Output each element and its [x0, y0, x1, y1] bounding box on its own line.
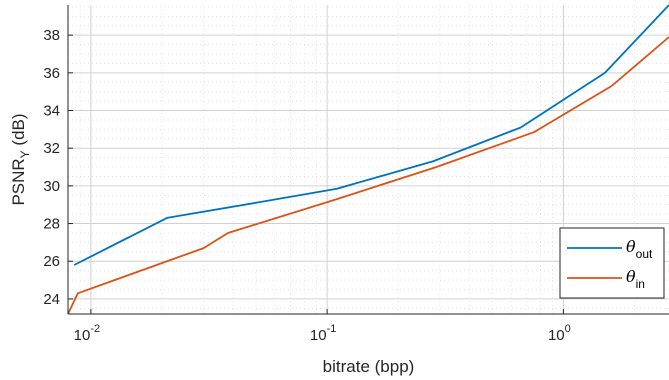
axes: [67, 5, 669, 315]
x-tick-label: 100: [548, 323, 571, 344]
y-tick-label: 30: [43, 178, 60, 195]
series-layer: [67, 4, 669, 315]
y-tick-label: 24: [43, 291, 60, 308]
x-tick-label: 10-1: [310, 323, 336, 344]
y-tick-label: 26: [43, 253, 60, 270]
y-tick-label: 38: [43, 27, 60, 44]
y-tick-label: 34: [43, 103, 60, 120]
series-line-in: [67, 36, 669, 315]
legend-label-in: θin: [626, 267, 645, 291]
tick-labels: 24 26 28 30 32 34 36 38 10-2 10-1 100: [43, 27, 570, 344]
legend-label-out: θout: [626, 237, 653, 261]
y-tick-label: 28: [43, 216, 60, 233]
y-tick-label: 36: [43, 65, 60, 82]
legend: θout θin: [559, 227, 665, 299]
y-tick-label: 32: [43, 140, 60, 157]
grid: [68, 5, 669, 314]
series-line-out: [73, 4, 669, 266]
x-tick-label: 10-2: [74, 323, 100, 344]
x-axis-label: bitrate (bpp): [323, 357, 415, 376]
legend-box: [559, 227, 665, 299]
y-axis-label: PSNRY (dB): [9, 113, 32, 205]
